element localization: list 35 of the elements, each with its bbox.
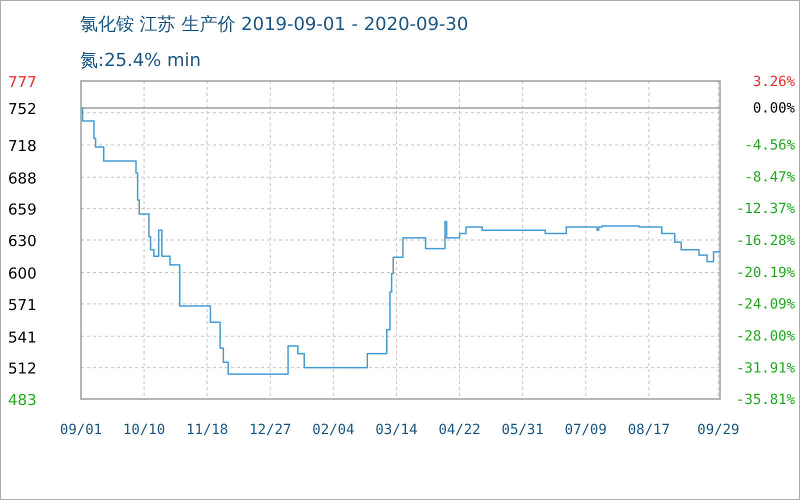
y-tick-label: 541 — [8, 328, 37, 346]
y-tick-label: 483 — [8, 391, 37, 409]
y2-tick-label: -8.47% — [744, 169, 796, 186]
x-tick-label: 07/09 — [564, 422, 607, 438]
y2-tick-label: -28.00% — [736, 328, 796, 344]
y-tick-label: 512 — [8, 360, 37, 378]
x-tick-label: 04/22 — [438, 422, 481, 438]
x-tick-label: 11/18 — [186, 422, 228, 438]
y2-tick-label: -20.19% — [736, 264, 796, 281]
x-tick-label: 05/31 — [502, 422, 544, 438]
y2-tick-label: 0.00% — [752, 100, 796, 117]
x-tick-label: 02/04 — [312, 422, 354, 438]
y2-tick-label: -35.81% — [736, 392, 796, 408]
x-tick-label: 10/10 — [123, 422, 166, 438]
y-tick-label: 718 — [8, 136, 37, 155]
y2-tick-label: -31.91% — [736, 360, 796, 376]
y-tick-label: 777 — [8, 73, 37, 91]
x-tick-label: 09/29 — [697, 422, 740, 438]
ref-line-label: 752 — [8, 100, 37, 118]
chart-subtitle: 氮:25.4% min — [80, 50, 201, 71]
y-tick-label: 600 — [8, 264, 37, 282]
y-tick-label: 688 — [8, 169, 37, 188]
y-tick-label: 571 — [8, 296, 37, 314]
y2-tick-label: -12.37% — [736, 201, 796, 218]
y-tick-label: 630 — [8, 232, 37, 250]
y-tick-label: 659 — [8, 200, 37, 219]
chart-title: 氯化铵 江苏 生产价 2019-09-01 - 2020-09-30 — [80, 14, 468, 35]
y2-tick-label: 3.26% — [752, 74, 796, 90]
x-tick-label: 12/27 — [249, 422, 292, 438]
x-tick-label: 09/01 — [60, 422, 102, 438]
y2-tick-label: -24.09% — [736, 296, 796, 313]
y2-tick-label: -16.28% — [736, 233, 796, 250]
x-tick-label: 03/14 — [375, 422, 418, 438]
x-tick-label: 08/17 — [628, 422, 670, 438]
y2-tick-label: -4.56% — [744, 138, 796, 154]
